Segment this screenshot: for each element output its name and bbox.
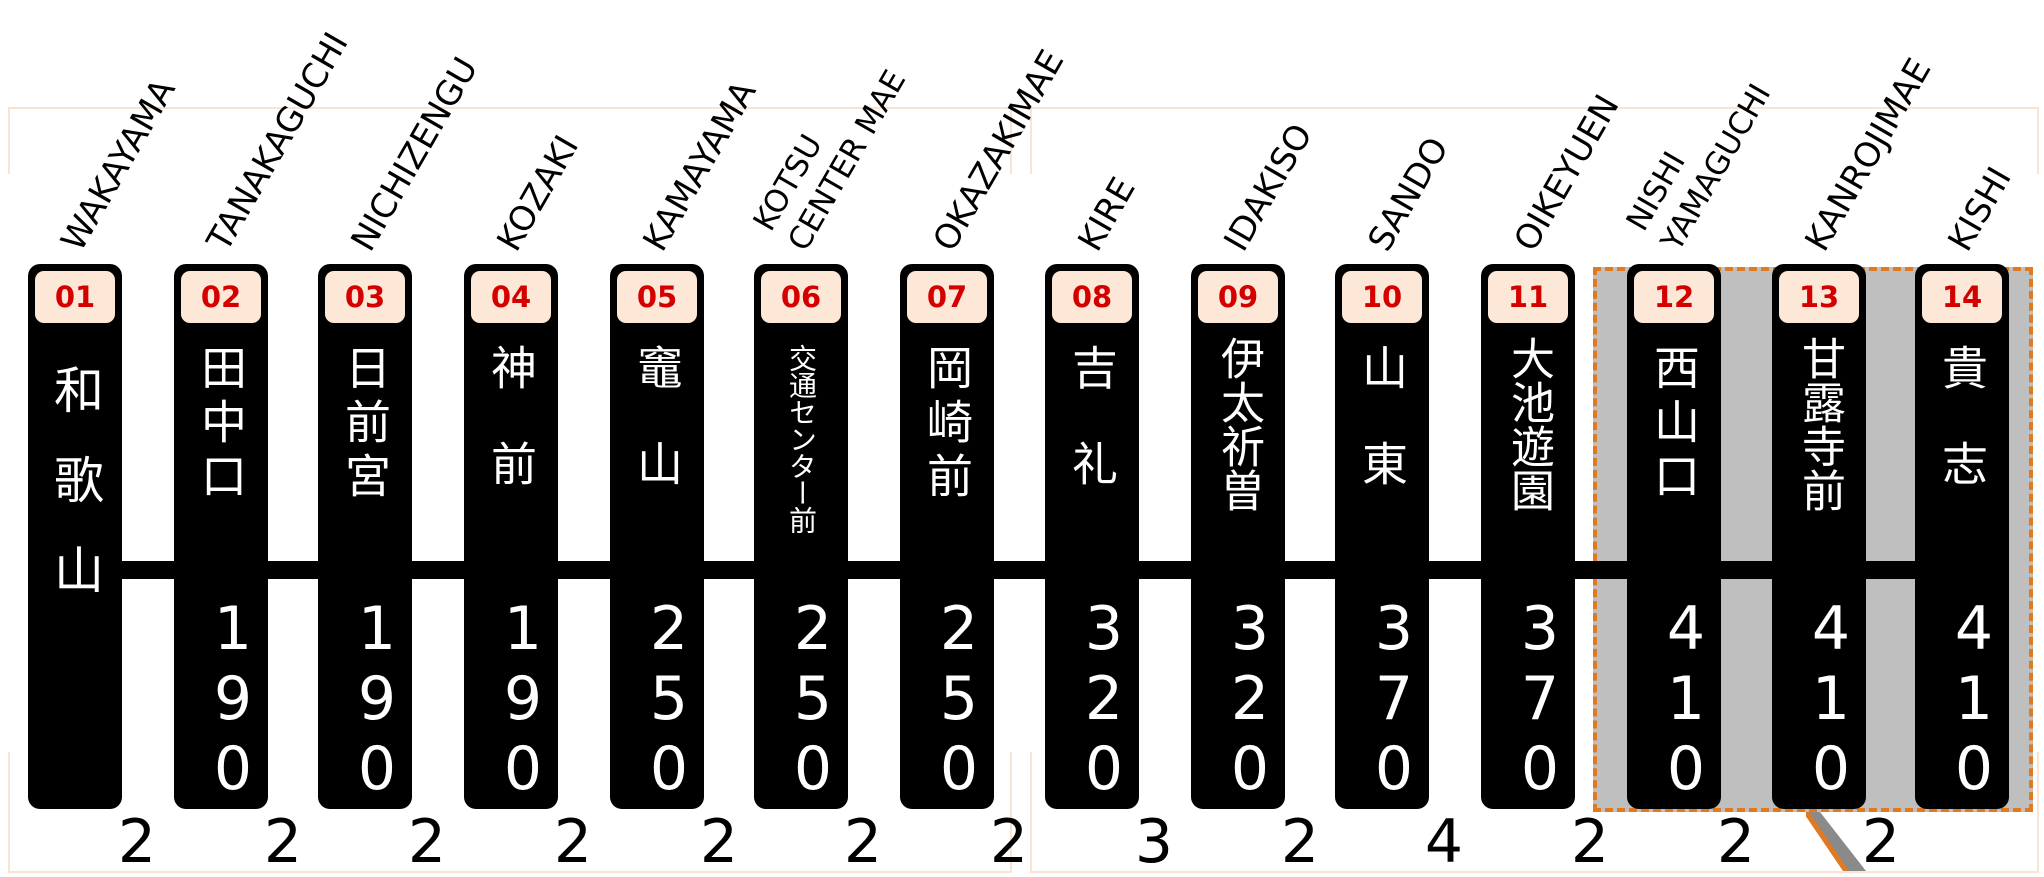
station-number: 09 [1198,271,1278,323]
station-number: 06 [761,271,841,323]
station-03: 03 日前宮 190 [318,264,412,809]
gap-value: 2 [407,807,447,877]
station-name-kanji: 竈山 [630,344,684,536]
station-name-romaji: KISHI [1940,160,2020,258]
station-pill [610,264,704,809]
station-pill [1191,264,1285,809]
station-fare: 410 [1796,594,1866,804]
station-fare: 250 [778,594,848,804]
station-number: 07 [907,271,987,323]
station-12: 12 西山口 410 [1627,264,1721,809]
station-pill [1627,264,1721,809]
station-pill [900,264,994,809]
station-name-kanji: 和歌山 [46,364,104,634]
station-08: 08 吉礼 320 [1045,264,1139,809]
station-fare: 410 [1939,594,2009,804]
station-fare: 370 [1505,594,1575,804]
station-name-kanji: 岡崎前 [920,344,974,506]
gap-value: 4 [1424,807,1464,877]
station-fare: 190 [198,594,268,804]
station-fare: 190 [488,594,558,804]
station-pill [174,264,268,809]
station-11: 11 大池遊園 370 [1481,264,1575,809]
station-name-kanji: 田中口 [194,344,248,506]
station-14: 14 貴志 410 [1915,264,2009,809]
gap-value: 2 [117,807,157,877]
gap-value: 2 [1280,807,1320,877]
gap-value: 2 [989,807,1029,877]
station-05: 05 竈山 250 [610,264,704,809]
gap-value: 3 [1134,807,1174,877]
gap-value: 2 [1716,807,1756,877]
station-fare: 410 [1651,594,1721,804]
gap-value: 2 [1861,807,1901,877]
station-name-kanji: 神前 [484,344,538,536]
gap-value: 2 [1570,807,1610,877]
rail-line [120,561,1920,579]
station-pill [318,264,412,809]
station-pill [1915,264,2009,809]
station-number: 02 [181,271,261,323]
callout-pointer [1806,812,1866,871]
station-06: 06 交通センター前 250 [754,264,848,809]
station-fare: 320 [1215,594,1285,804]
station-fare: 250 [924,594,994,804]
station-pill [1045,264,1139,809]
station-name-kanji: 西山口 [1647,344,1701,506]
station-number: 12 [1634,271,1714,323]
station-09: 09 伊太祈曽 320 [1191,264,1285,809]
station-number: 01 [35,271,115,323]
station-04: 04 神前 190 [464,264,558,809]
station-number: 13 [1779,271,1859,323]
station-name-kanji: 山東 [1355,344,1409,536]
station-number: 05 [617,271,697,323]
section-bracket-top-left [8,107,1012,174]
station-pill [464,264,558,809]
station-01: 01 和歌山 [28,264,122,809]
station-name-kanji: 交通センター前 [785,344,818,533]
station-name-kanji: 貴志 [1935,344,1989,536]
station-fare: 250 [634,594,704,804]
station-name-kanji: 伊太祈曽 [1213,336,1264,512]
gap-value: 2 [263,807,303,877]
station-pill [1481,264,1575,809]
station-10: 10 山東 370 [1335,264,1429,809]
station-pill [1335,264,1429,809]
station-fare: 190 [342,594,412,804]
station-name-kanji: 甘露寺前 [1794,336,1845,512]
gap-value: 2 [553,807,593,877]
section-bracket-top-right [1030,107,2039,174]
station-number: 11 [1488,271,1568,323]
station-pill [1772,264,1866,809]
station-name-romaji: KIRE [1070,170,1144,258]
gap-value: 2 [699,807,739,877]
gap-value: 2 [843,807,883,877]
station-02: 02 田中口 190 [174,264,268,809]
station-number: 10 [1342,271,1422,323]
station-pill [28,264,122,809]
station-pill [754,264,848,809]
station-number: 14 [1922,271,2002,323]
station-13: 13 甘露寺前 410 [1772,264,1866,809]
station-07: 07 岡崎前 250 [900,264,994,809]
station-name-kanji: 大池遊園 [1503,336,1554,512]
station-name-kanji: 吉礼 [1065,344,1119,536]
station-number: 03 [325,271,405,323]
station-fare: 370 [1359,594,1429,804]
station-number: 04 [471,271,551,323]
station-fare: 320 [1069,594,1139,804]
station-number: 08 [1052,271,1132,323]
station-name-kanji: 日前宮 [338,344,392,506]
